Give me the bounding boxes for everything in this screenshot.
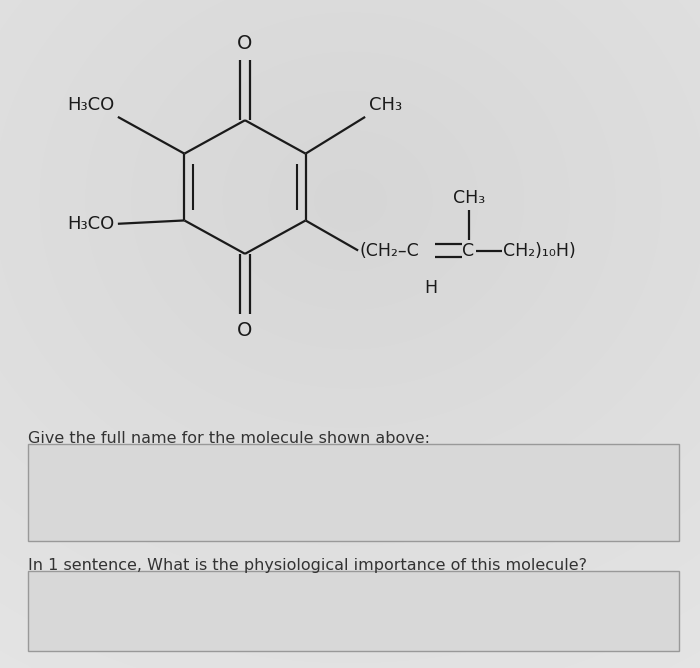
- Text: CH₃: CH₃: [453, 189, 485, 207]
- Text: O: O: [237, 321, 253, 339]
- Text: H: H: [424, 279, 438, 297]
- Text: Give the full name for the molecule shown above:: Give the full name for the molecule show…: [28, 431, 430, 446]
- Text: In 1 sentence, What is the physiological importance of this molecule?: In 1 sentence, What is the physiological…: [28, 558, 587, 572]
- Text: CH₃: CH₃: [369, 96, 402, 114]
- FancyBboxPatch shape: [28, 571, 679, 651]
- Text: (CH₂–C: (CH₂–C: [360, 242, 419, 259]
- Text: O: O: [237, 35, 253, 53]
- Text: H₃CO: H₃CO: [67, 215, 114, 232]
- Text: H₃CO: H₃CO: [67, 96, 114, 114]
- Text: CH₂)₁₀H): CH₂)₁₀H): [503, 242, 576, 259]
- Text: C: C: [463, 242, 475, 259]
- FancyBboxPatch shape: [28, 444, 679, 541]
